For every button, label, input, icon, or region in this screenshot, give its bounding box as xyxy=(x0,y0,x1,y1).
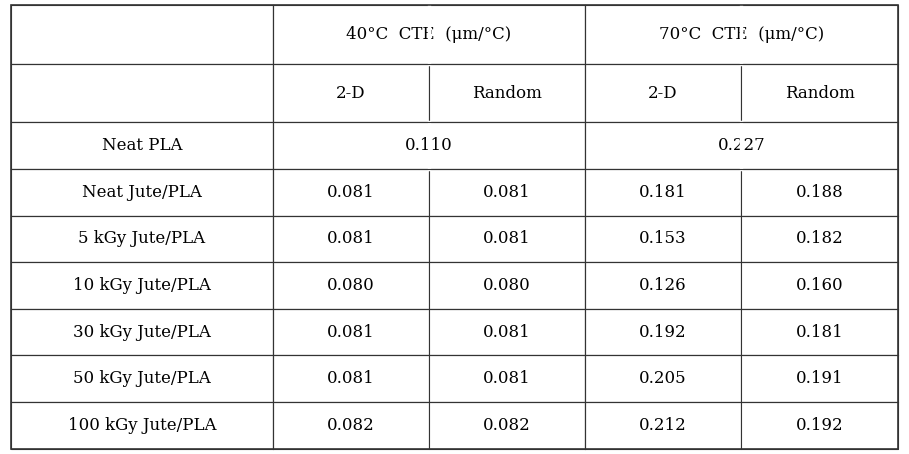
Bar xyxy=(11,309,273,355)
Text: 0.192: 0.192 xyxy=(639,324,687,340)
Text: 70°C  CTE  (μm/°C): 70°C CTE (μm/°C) xyxy=(659,26,824,43)
Bar xyxy=(273,262,429,309)
Bar xyxy=(429,216,584,262)
Bar xyxy=(11,5,273,64)
Bar xyxy=(429,309,584,355)
Text: 0.080: 0.080 xyxy=(483,277,531,294)
Bar xyxy=(429,262,584,309)
Text: 2-D: 2-D xyxy=(336,85,365,102)
Bar xyxy=(584,169,741,216)
Text: 0.081: 0.081 xyxy=(483,230,531,247)
Text: 30 kGy Jute/PLA: 30 kGy Jute/PLA xyxy=(73,324,211,340)
Text: 0.082: 0.082 xyxy=(483,417,531,434)
Text: 0.188: 0.188 xyxy=(795,184,844,201)
Bar xyxy=(11,169,273,216)
Text: 40°C  CTE  (μm/°C): 40°C CTE (μm/°C) xyxy=(346,26,512,43)
Text: 0.182: 0.182 xyxy=(795,230,844,247)
Bar xyxy=(273,123,429,169)
Text: 0.181: 0.181 xyxy=(795,324,844,340)
Text: 10 kGy Jute/PLA: 10 kGy Jute/PLA xyxy=(73,277,211,294)
Bar xyxy=(584,309,741,355)
Bar xyxy=(273,5,429,64)
Bar xyxy=(429,169,584,216)
Text: 0.110: 0.110 xyxy=(405,137,453,154)
Bar xyxy=(584,216,741,262)
Bar xyxy=(11,262,273,309)
Bar xyxy=(741,169,898,216)
Bar xyxy=(584,5,741,64)
Text: 0.192: 0.192 xyxy=(795,417,844,434)
Text: 50 kGy Jute/PLA: 50 kGy Jute/PLA xyxy=(73,370,211,387)
Text: 0.227: 0.227 xyxy=(717,137,765,154)
Text: 0.153: 0.153 xyxy=(639,230,687,247)
Bar xyxy=(429,5,584,64)
Text: 2-D: 2-D xyxy=(648,85,678,102)
Bar xyxy=(741,262,898,309)
Text: 0.205: 0.205 xyxy=(639,370,687,387)
Text: 0.081: 0.081 xyxy=(483,370,531,387)
Bar xyxy=(11,64,273,123)
Bar xyxy=(429,355,584,402)
Bar xyxy=(741,355,898,402)
Bar xyxy=(273,309,429,355)
Text: 5 kGy Jute/PLA: 5 kGy Jute/PLA xyxy=(78,230,205,247)
Bar xyxy=(741,5,898,64)
Bar xyxy=(741,216,898,262)
Text: 0.081: 0.081 xyxy=(483,184,531,201)
Bar xyxy=(584,123,741,169)
Bar xyxy=(273,402,429,449)
Text: Neat PLA: Neat PLA xyxy=(102,137,182,154)
Text: 100 kGy Jute/PLA: 100 kGy Jute/PLA xyxy=(67,417,216,434)
Bar xyxy=(273,169,429,216)
Bar xyxy=(429,402,584,449)
Bar xyxy=(741,309,898,355)
Text: 0.212: 0.212 xyxy=(639,417,687,434)
Bar xyxy=(741,402,898,449)
Text: 0.160: 0.160 xyxy=(795,277,844,294)
Text: 0.126: 0.126 xyxy=(639,277,687,294)
Bar xyxy=(273,216,429,262)
Bar xyxy=(584,64,741,123)
Bar xyxy=(11,355,273,402)
Bar xyxy=(273,355,429,402)
Bar xyxy=(11,216,273,262)
Bar xyxy=(741,64,898,123)
Text: 0.080: 0.080 xyxy=(327,277,375,294)
Text: 0.181: 0.181 xyxy=(639,184,687,201)
Bar xyxy=(11,402,273,449)
Text: Random: Random xyxy=(784,85,854,102)
Bar xyxy=(584,402,741,449)
Text: Neat Jute/PLA: Neat Jute/PLA xyxy=(82,184,202,201)
Text: Random: Random xyxy=(472,85,542,102)
Bar xyxy=(429,123,584,169)
Bar xyxy=(429,64,584,123)
Text: 0.082: 0.082 xyxy=(327,417,375,434)
Bar xyxy=(741,123,898,169)
Text: 0.081: 0.081 xyxy=(327,324,375,340)
Text: 0.081: 0.081 xyxy=(483,324,531,340)
Bar xyxy=(273,64,429,123)
Text: 0.081: 0.081 xyxy=(327,230,375,247)
Bar xyxy=(584,355,741,402)
Text: 0.081: 0.081 xyxy=(327,370,375,387)
Text: 0.191: 0.191 xyxy=(795,370,844,387)
Bar xyxy=(11,123,273,169)
Text: 0.081: 0.081 xyxy=(327,184,375,201)
Bar xyxy=(584,262,741,309)
